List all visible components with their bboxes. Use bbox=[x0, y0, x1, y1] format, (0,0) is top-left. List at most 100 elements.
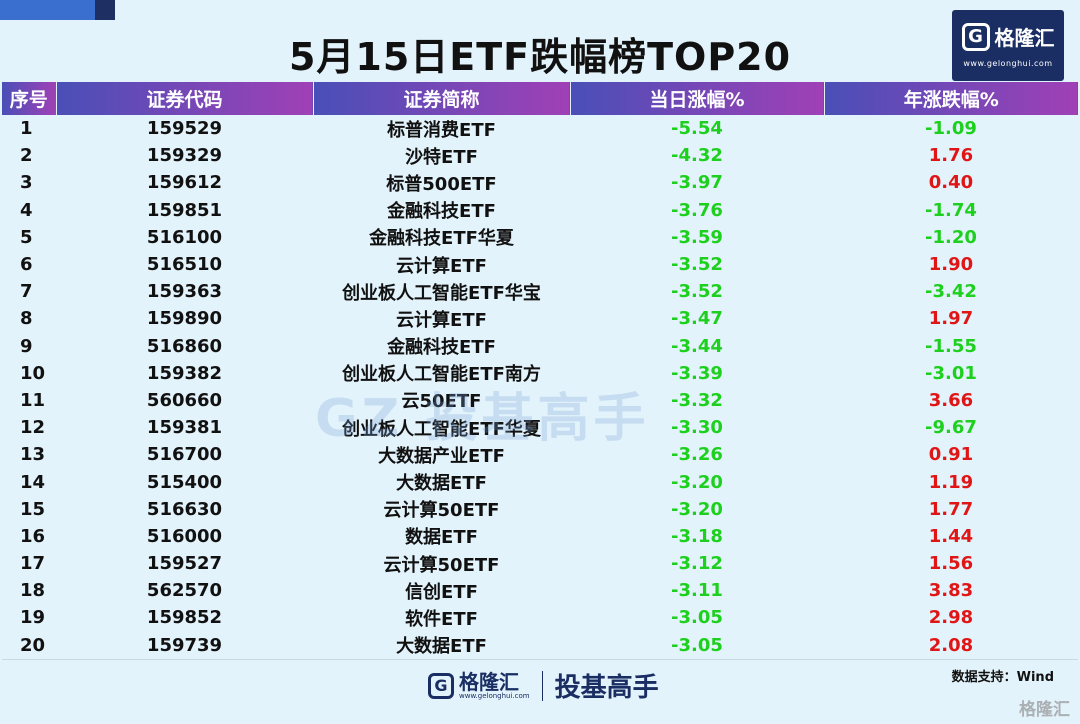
year-change-cell: -1.09 bbox=[925, 118, 977, 140]
name-cell: 云计算50ETF bbox=[383, 500, 500, 522]
code-cell: 159527 bbox=[146, 553, 223, 575]
rank-cell: 10 bbox=[20, 362, 46, 384]
table-header-row: 序号 证券代码 证券简称 当日涨幅% 年涨跌幅% bbox=[2, 82, 1078, 115]
table-row: 10 159382 创业板人工智能ETF南方 -3.39 -3.01 bbox=[2, 360, 1078, 387]
rank-cell: 14 bbox=[20, 471, 46, 493]
year-change-cell: -1.20 bbox=[925, 226, 977, 248]
rank-cell: 2 bbox=[20, 145, 33, 167]
column-header-year-change: 年涨跌幅% bbox=[824, 82, 1078, 115]
year-change-cell: 2.08 bbox=[824, 631, 1078, 660]
name-cell: 云计算50ETF bbox=[383, 554, 500, 576]
rank-cell: 6 bbox=[20, 254, 33, 276]
table-row: 6 516510 云计算ETF -3.52 1.90 bbox=[2, 251, 1078, 278]
footer-brand-name: 格隆汇 bbox=[459, 669, 519, 694]
year-change-cell: 0.40 bbox=[928, 172, 974, 194]
code-cell: 562570 bbox=[146, 580, 223, 602]
rank-cell: 1 bbox=[20, 118, 33, 140]
name-cell: 大数据产业ETF bbox=[378, 445, 505, 467]
code-cell: 515400 bbox=[146, 471, 223, 493]
code-cell: 159612 bbox=[146, 172, 223, 194]
day-change-cell: -3.30 bbox=[671, 417, 723, 439]
day-change-cell: -3.39 bbox=[671, 362, 723, 384]
name-cell: 标普消费ETF bbox=[387, 119, 496, 141]
year-change-cell: 1.44 bbox=[928, 525, 974, 547]
day-change-cell: -3.05 bbox=[570, 631, 824, 660]
footer-divider bbox=[541, 670, 543, 701]
name-cell: 金融科技ETF bbox=[387, 201, 496, 223]
table-row: 17 159527 云计算50ETF -3.12 1.56 bbox=[2, 550, 1078, 577]
table-row: 5 516100 金融科技ETF华夏 -3.59 -1.20 bbox=[2, 224, 1078, 251]
name-cell: 大数据ETF bbox=[396, 473, 487, 495]
year-change-cell: 0.91 bbox=[928, 444, 974, 466]
code-cell: 159851 bbox=[146, 199, 223, 221]
brand-logo: G 格隆汇 www.gelonghui.com bbox=[952, 10, 1064, 81]
day-change-cell: -3.32 bbox=[671, 389, 723, 411]
brand-url: www.gelonghui.com bbox=[963, 59, 1053, 68]
year-change-cell: 1.97 bbox=[928, 308, 974, 330]
name-cell: 云计算ETF bbox=[396, 255, 487, 277]
table-row: 19 159852 软件ETF -3.05 2.98 bbox=[2, 604, 1078, 631]
name-cell: 云计算ETF bbox=[396, 309, 487, 331]
table-row: 18 562570 信创ETF -3.11 3.83 bbox=[2, 577, 1078, 604]
table-row: 9 516860 金融科技ETF -3.44 -1.55 bbox=[2, 333, 1078, 360]
table-row: 8 159890 云计算ETF -3.47 1.97 bbox=[2, 305, 1078, 332]
table-row: 13 516700 大数据产业ETF -3.26 0.91 bbox=[2, 441, 1078, 468]
table-row: 4 159851 金融科技ETF -3.76 -1.74 bbox=[2, 197, 1078, 224]
name-cell: 沙特ETF bbox=[405, 146, 478, 168]
rank-cell: 12 bbox=[20, 417, 46, 439]
rank-cell: 8 bbox=[20, 308, 33, 330]
code-cell: 516700 bbox=[146, 444, 223, 466]
code-cell: 516100 bbox=[146, 226, 223, 248]
table-row: 7 159363 创业板人工智能ETF华宝 -3.52 -3.42 bbox=[2, 278, 1078, 305]
year-change-cell: -3.01 bbox=[925, 362, 977, 384]
day-change-cell: -5.54 bbox=[671, 118, 723, 140]
code-cell: 159329 bbox=[146, 145, 223, 167]
name-cell: 软件ETF bbox=[405, 608, 478, 630]
code-cell: 159382 bbox=[146, 362, 223, 384]
rank-cell: 19 bbox=[20, 607, 46, 629]
rank-cell: 7 bbox=[20, 281, 33, 303]
table-row: 20 159739 大数据ETF -3.05 2.08 bbox=[2, 631, 1078, 660]
rank-cell: 13 bbox=[20, 444, 46, 466]
code-cell: 159363 bbox=[146, 281, 223, 303]
day-change-cell: -3.11 bbox=[671, 580, 723, 602]
code-cell: 159890 bbox=[146, 308, 223, 330]
code-cell: 516860 bbox=[146, 335, 223, 357]
brand-g-icon: G bbox=[961, 22, 990, 51]
year-change-cell: 1.56 bbox=[928, 553, 974, 575]
code-cell: 560660 bbox=[146, 389, 223, 411]
year-change-cell: -3.42 bbox=[925, 281, 977, 303]
year-change-cell: 1.76 bbox=[928, 145, 974, 167]
name-cell: 金融科技ETF bbox=[387, 337, 496, 359]
table-row: 3 159612 标普500ETF -3.97 0.40 bbox=[2, 169, 1078, 196]
name-cell: 大数据ETF bbox=[313, 631, 570, 660]
year-change-cell: 3.66 bbox=[928, 389, 974, 411]
name-cell: 金融科技ETF华夏 bbox=[369, 228, 514, 250]
day-change-cell: -4.32 bbox=[671, 145, 723, 167]
table-row: 2 159329 沙特ETF -4.32 1.76 bbox=[2, 142, 1078, 169]
year-change-cell: 1.90 bbox=[928, 254, 974, 276]
day-change-cell: -3.76 bbox=[671, 199, 723, 221]
footer-logo: G 格隆汇 www.gelonghui.com 投基高手 bbox=[428, 667, 659, 704]
name-cell: 信创ETF bbox=[405, 581, 478, 603]
table-row: 15 516630 云计算50ETF -3.20 1.77 bbox=[2, 496, 1078, 523]
code-cell: 159381 bbox=[146, 417, 223, 439]
rank-cell: 5 bbox=[20, 226, 33, 248]
rank-cell: 18 bbox=[20, 580, 46, 602]
code-cell: 159739 bbox=[56, 631, 313, 660]
column-header-code: 证券代码 bbox=[56, 82, 314, 115]
rank-cell: 16 bbox=[20, 525, 46, 547]
name-cell: 创业板人工智能ETF南方 bbox=[342, 364, 541, 386]
column-header-day-change: 当日涨幅% bbox=[570, 82, 825, 115]
day-change-cell: -3.52 bbox=[671, 254, 723, 276]
day-change-cell: -3.52 bbox=[671, 281, 723, 303]
day-change-cell: -3.20 bbox=[671, 498, 723, 520]
rank-cell: 15 bbox=[20, 498, 46, 520]
year-change-cell: 3.83 bbox=[928, 580, 974, 602]
table-row: 11 560660 云50ETF -3.32 3.66 bbox=[2, 387, 1078, 414]
year-change-cell: 2.98 bbox=[928, 607, 974, 629]
day-change-cell: -3.59 bbox=[671, 226, 723, 248]
rank-cell: 20 bbox=[2, 631, 56, 660]
day-change-cell: -3.20 bbox=[671, 471, 723, 493]
year-change-cell: -1.55 bbox=[925, 335, 977, 357]
